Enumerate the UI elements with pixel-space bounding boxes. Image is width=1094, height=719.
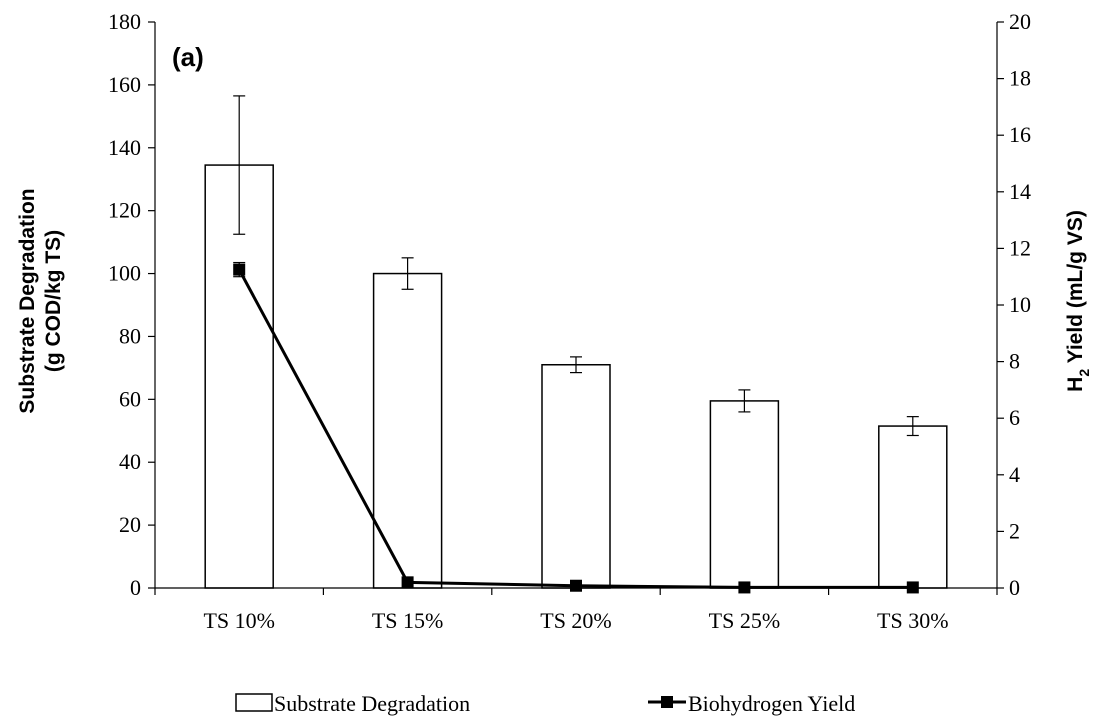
right-tick-label-16: 16 [1009,122,1031,147]
right-tick-label-2: 2 [1009,518,1020,543]
right-axis-title-subscript: 2 [1076,369,1092,377]
left-tick-label-120: 120 [108,198,141,223]
right-axis-title-suffix: Yield (mL/g VS) [1064,210,1087,369]
left-tick-label-160: 160 [108,72,141,97]
left-tick-label-80: 80 [119,323,141,348]
bar-3 [541,363,611,589]
right-tick-label-0: 0 [1009,575,1020,600]
left-axis-title-line1: Substrate Degradation [16,188,39,413]
right-tick-label-20: 20 [1009,9,1031,34]
right-tick-label-8: 8 [1009,349,1020,374]
legend: Substrate Degradation Biohydrogen Yield [235,691,855,716]
bars-layer [204,95,948,589]
left-tick-label-0: 0 [130,575,141,600]
x-tick-label-5: TS 30% [877,608,949,633]
right-tick-label-4: 4 [1009,462,1020,487]
legend-swatch-marker [661,696,673,708]
right-axis-title-prefix: H [1064,377,1087,392]
bar-4 [709,400,780,589]
legend-label-biohydrogen: Biohydrogen Yield [688,691,855,716]
right-tick-label-18: 18 [1009,66,1031,91]
panel-label: (a) [172,42,204,72]
biohydrogen-point-3 [570,579,582,592]
x-tick-label-4: TS 25% [709,608,781,633]
biohydrogen-point-2 [401,576,414,589]
x-tick-label-3: TS 20% [540,608,612,633]
left-tick-label-100: 100 [108,261,141,286]
right-tick-label-12: 12 [1009,235,1031,260]
right-tick-label-14: 14 [1009,179,1031,204]
left-tick-label-40: 40 [119,449,141,474]
left-tick-label-180: 180 [108,9,141,34]
legend-swatch-bar [235,693,273,712]
axes-layer: 0 20 40 60 80 100 120 140 160 180 0 2 4 6 8 10 12 14 16 18 2… [108,9,1031,633]
right-axis-title: H2 Yield (mL/g VS) [1064,210,1092,392]
x-tick-label-1: TS 10% [203,608,275,633]
right-tick-label-10: 10 [1009,292,1031,317]
biohydrogen-point-1 [233,263,246,276]
bar-5 [878,425,948,589]
bar-1 [204,164,274,589]
x-tick-label-2: TS 15% [372,608,444,633]
left-tick-label-140: 140 [108,135,141,160]
left-tick-label-20: 20 [119,512,141,537]
right-tick-label-6: 6 [1009,405,1020,430]
left-tick-label-60: 60 [119,386,141,411]
left-axis-title-line2: (g COD/kg TS) [42,230,65,372]
legend-label-substrate: Substrate Degradation [274,691,470,716]
